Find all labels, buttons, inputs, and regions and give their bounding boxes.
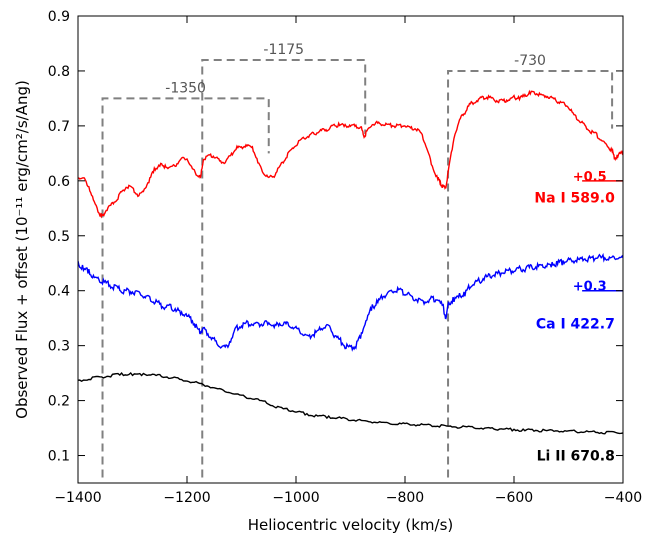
y-tick-label: 0.3: [48, 339, 70, 355]
series-label: Na I 589.0: [534, 190, 615, 206]
y-tick-label: 0.9: [48, 9, 70, 25]
y-tick-label: 0.5: [48, 229, 70, 245]
x-tick-label: −1200: [163, 490, 210, 506]
offset-label: +0.3: [573, 280, 607, 295]
y-tick-label: 0.6: [48, 174, 70, 190]
series-label: Li II 670.8: [537, 449, 615, 465]
plot-area: -1350 -1175 -730 +0.5 Na I 589.0 +0.3 Ca I 422…: [78, 42, 623, 478]
series-line-na-i-589-0: [78, 89, 623, 219]
series-line-li-ii-670-8: [78, 371, 623, 435]
x-tick-label: −800: [386, 490, 424, 506]
velocity-marker-label: -1175: [263, 42, 304, 58]
velocity-marker-2: [447, 69, 614, 478]
velocity-marker-1: [201, 58, 367, 478]
series-label: Ca I 422.7: [536, 317, 615, 333]
x-tick-label: −1400: [54, 490, 101, 506]
velocity-marker-label: -1350: [165, 80, 206, 96]
x-tick-label: −400: [604, 490, 642, 506]
plot-frame: [77, 15, 624, 484]
y-tick-label: 0.4: [48, 284, 70, 300]
velocity-marker-0: [101, 97, 270, 478]
y-tick-label: 0.1: [48, 449, 70, 465]
y-axis-label: Observed Flux + offset (10⁻¹¹ erg/cm²/s/…: [13, 80, 31, 419]
plot-clip-group: [78, 58, 623, 478]
x-tick-label: −600: [495, 490, 533, 506]
series-line-ca-i-422-7: [78, 252, 623, 352]
x-axis-label: Heliocentric velocity (km/s): [248, 516, 454, 534]
y-tick-label: 0.8: [48, 64, 70, 80]
x-tick-label: −1000: [272, 490, 319, 506]
y-tick-label: 0.7: [48, 119, 70, 135]
velocity-marker-label: -730: [514, 53, 546, 69]
axis-ticks: −1400 −1200 −1000 −800 −600 −400 0.1 0.2 0.3 0.4 0…: [48, 9, 642, 506]
y-tick-label: 0.2: [48, 394, 70, 410]
offset-label: +0.5: [573, 170, 607, 185]
